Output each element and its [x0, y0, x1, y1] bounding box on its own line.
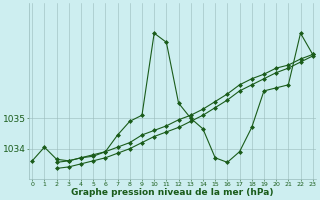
X-axis label: Graphe pression niveau de la mer (hPa): Graphe pression niveau de la mer (hPa) [71, 188, 274, 197]
